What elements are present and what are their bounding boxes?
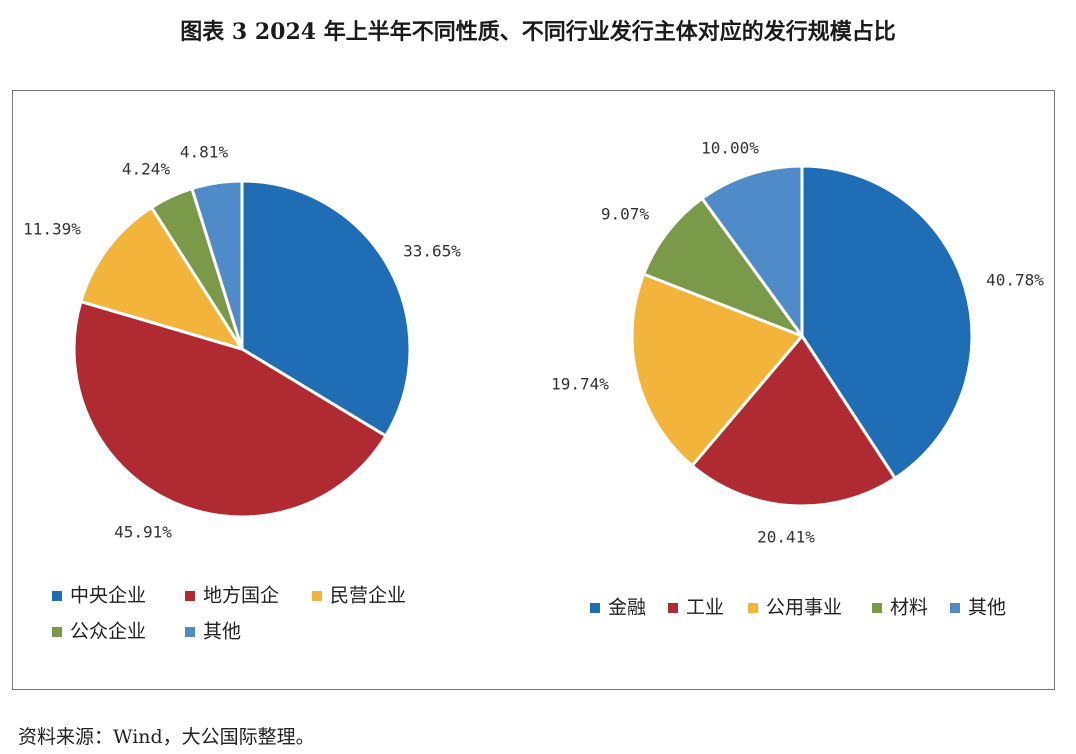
legend-label: 公众企业 bbox=[70, 621, 146, 643]
legend-label: 公用事业 bbox=[766, 597, 842, 619]
legend-label: 中央企业 bbox=[70, 585, 146, 607]
pie-chart-1: 33.65% 45.91% 11.39% 4.24% 4.81% bbox=[23, 143, 461, 542]
legend-item-金融: 金融 bbox=[590, 597, 646, 619]
legend-label: 工业 bbox=[686, 597, 724, 619]
legend-swatch bbox=[185, 627, 195, 637]
legend-swatch bbox=[52, 627, 62, 637]
legend-item-其他: 其他 bbox=[950, 597, 1006, 619]
legend-swatch bbox=[52, 591, 62, 601]
slice-data-label: 19.74% bbox=[551, 375, 609, 394]
source-note: 资料来源：Wind，大公国际整理。 bbox=[18, 726, 315, 748]
legend-swatch bbox=[590, 603, 600, 613]
legend-swatch bbox=[950, 603, 960, 613]
pie-slice-工业 bbox=[690, 334, 897, 508]
legend-item-中央企业: 中央企业 bbox=[52, 585, 146, 607]
legend-item-材料: 材料 bbox=[872, 597, 928, 619]
legend-swatch bbox=[668, 603, 678, 613]
slice-data-label: 11.39% bbox=[23, 220, 81, 239]
chart-title: 图表 3 2024 年上半年不同性质、不同行业发行主体对应的发行规模占比 bbox=[180, 19, 896, 45]
slice-data-label: 45.91% bbox=[114, 523, 172, 542]
pie-chart-2: 40.78% 20.41% 19.74% 9.07% 10.00% bbox=[551, 139, 1044, 547]
legend-item-其他: 其他 bbox=[185, 621, 241, 643]
pie-slice-其他 bbox=[700, 164, 804, 338]
legend-label: 材料 bbox=[890, 597, 928, 619]
slice-data-label: 33.65% bbox=[403, 242, 461, 261]
chart-frame bbox=[12, 90, 1055, 690]
legend-label: 地方国企 bbox=[203, 585, 279, 607]
legend-label: 民营企业 bbox=[330, 585, 406, 607]
legend-item-公用事业: 公用事业 bbox=[748, 597, 842, 619]
legend-swatch bbox=[872, 603, 882, 613]
slice-data-label: 4.24% bbox=[122, 160, 171, 179]
legend-label: 其他 bbox=[203, 621, 241, 643]
legend-item-工业: 工业 bbox=[668, 597, 724, 619]
legend-label: 其他 bbox=[968, 597, 1006, 619]
legend-swatch bbox=[185, 591, 195, 601]
legend-swatch bbox=[312, 591, 322, 601]
pie-slice-中央企业 bbox=[240, 179, 412, 438]
pie-slice-地方国企 bbox=[72, 300, 388, 519]
pie-slice-民营企业 bbox=[79, 205, 244, 351]
slice-data-label: 40.78% bbox=[986, 271, 1044, 290]
pie-slice-公用事业 bbox=[630, 272, 804, 468]
legend-item-地方国企: 地方国企 bbox=[185, 585, 279, 607]
slice-data-label: 9.07% bbox=[601, 205, 650, 224]
legend-item-民营企业: 民营企业 bbox=[312, 585, 406, 607]
slice-data-label: 4.81% bbox=[180, 143, 229, 162]
legend-label: 金融 bbox=[608, 597, 646, 619]
legend-swatch bbox=[748, 603, 758, 613]
slice-data-label: 20.41% bbox=[757, 528, 815, 547]
slice-data-label: 10.00% bbox=[701, 139, 759, 158]
legend-item-公众企业: 公众企业 bbox=[52, 621, 146, 643]
pie-slice-材料 bbox=[642, 196, 804, 338]
pie-slice-其他 bbox=[190, 179, 244, 351]
